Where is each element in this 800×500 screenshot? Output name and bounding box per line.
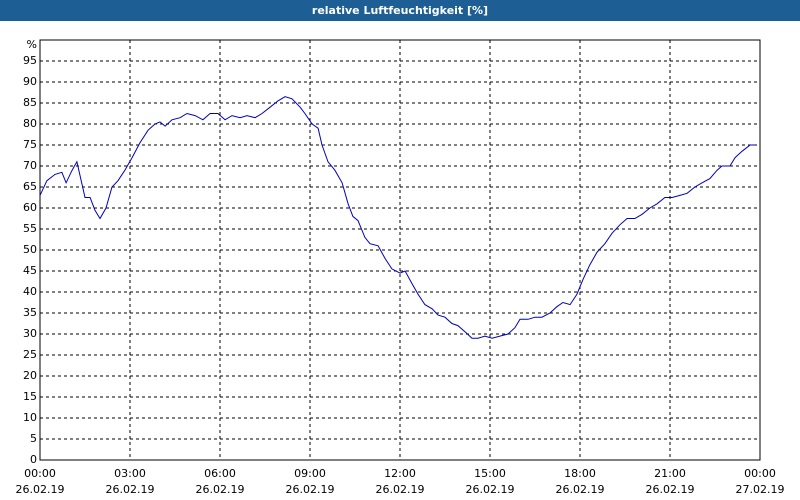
title-bar: relative Luftfeuchtigkeit [%] xyxy=(0,0,800,21)
chart: % 0 5 10 15 20 25 30 35 40 45 50 55 60 65 70 75 80 85 90 95… xyxy=(16,38,785,496)
y-tick-label: 15 xyxy=(23,390,37,403)
y-tick-label: 75 xyxy=(23,138,37,151)
y-tick-label: 35 xyxy=(23,306,37,319)
y-tick-label: 40 xyxy=(23,285,37,298)
x-tick-date: 26.02.19 xyxy=(556,483,605,496)
x-tick-date: 26.02.19 xyxy=(196,483,245,496)
y-tick-label: 80 xyxy=(23,117,37,130)
y-tick-label: 55 xyxy=(23,222,37,235)
y-tick-label: 10 xyxy=(23,411,37,424)
y-tick-label: 95 xyxy=(23,54,37,67)
x-tick-date: 26.02.19 xyxy=(16,483,65,496)
x-tick-date: 26.02.19 xyxy=(376,483,425,496)
x-tick-date: 26.02.19 xyxy=(646,483,695,496)
plot-border xyxy=(39,39,761,461)
y-tick-label: 90 xyxy=(23,75,37,88)
y-tick-label: 0 xyxy=(30,453,37,466)
y-tick-label: 60 xyxy=(23,201,37,214)
y-tick-label: 70 xyxy=(23,159,37,172)
x-tick-label: 18:00 xyxy=(564,467,596,480)
y-tick-label: 20 xyxy=(23,369,37,382)
x-tick-label: 15:00 xyxy=(474,467,506,480)
y-tick-label: 5 xyxy=(30,432,37,445)
x-tick-date: 26.02.19 xyxy=(466,483,515,496)
y-tick-label: 65 xyxy=(23,180,37,193)
x-tick-label: 00:00 xyxy=(24,467,56,480)
y-tick-label: 25 xyxy=(23,348,37,361)
x-tick-date: 26.02.19 xyxy=(286,483,335,496)
x-tick-label: 09:00 xyxy=(294,467,326,480)
x-tick-date: 26.02.19 xyxy=(106,483,155,496)
x-tick-label: 00:00 xyxy=(744,467,776,480)
x-tick-label: 03:00 xyxy=(114,467,146,480)
x-tick-label: 12:00 xyxy=(384,467,416,480)
y-tick-label: 50 xyxy=(23,243,37,256)
y-tick-label: 45 xyxy=(23,264,37,277)
x-tick-label: 06:00 xyxy=(204,467,236,480)
y-tick-label: 30 xyxy=(23,327,37,340)
y-unit: % xyxy=(27,38,37,51)
x-tick-label: 21:00 xyxy=(654,467,686,480)
x-tick-date: 27.02.19 xyxy=(736,483,785,496)
y-tick-label: 85 xyxy=(23,96,37,109)
data-line xyxy=(39,96,755,339)
